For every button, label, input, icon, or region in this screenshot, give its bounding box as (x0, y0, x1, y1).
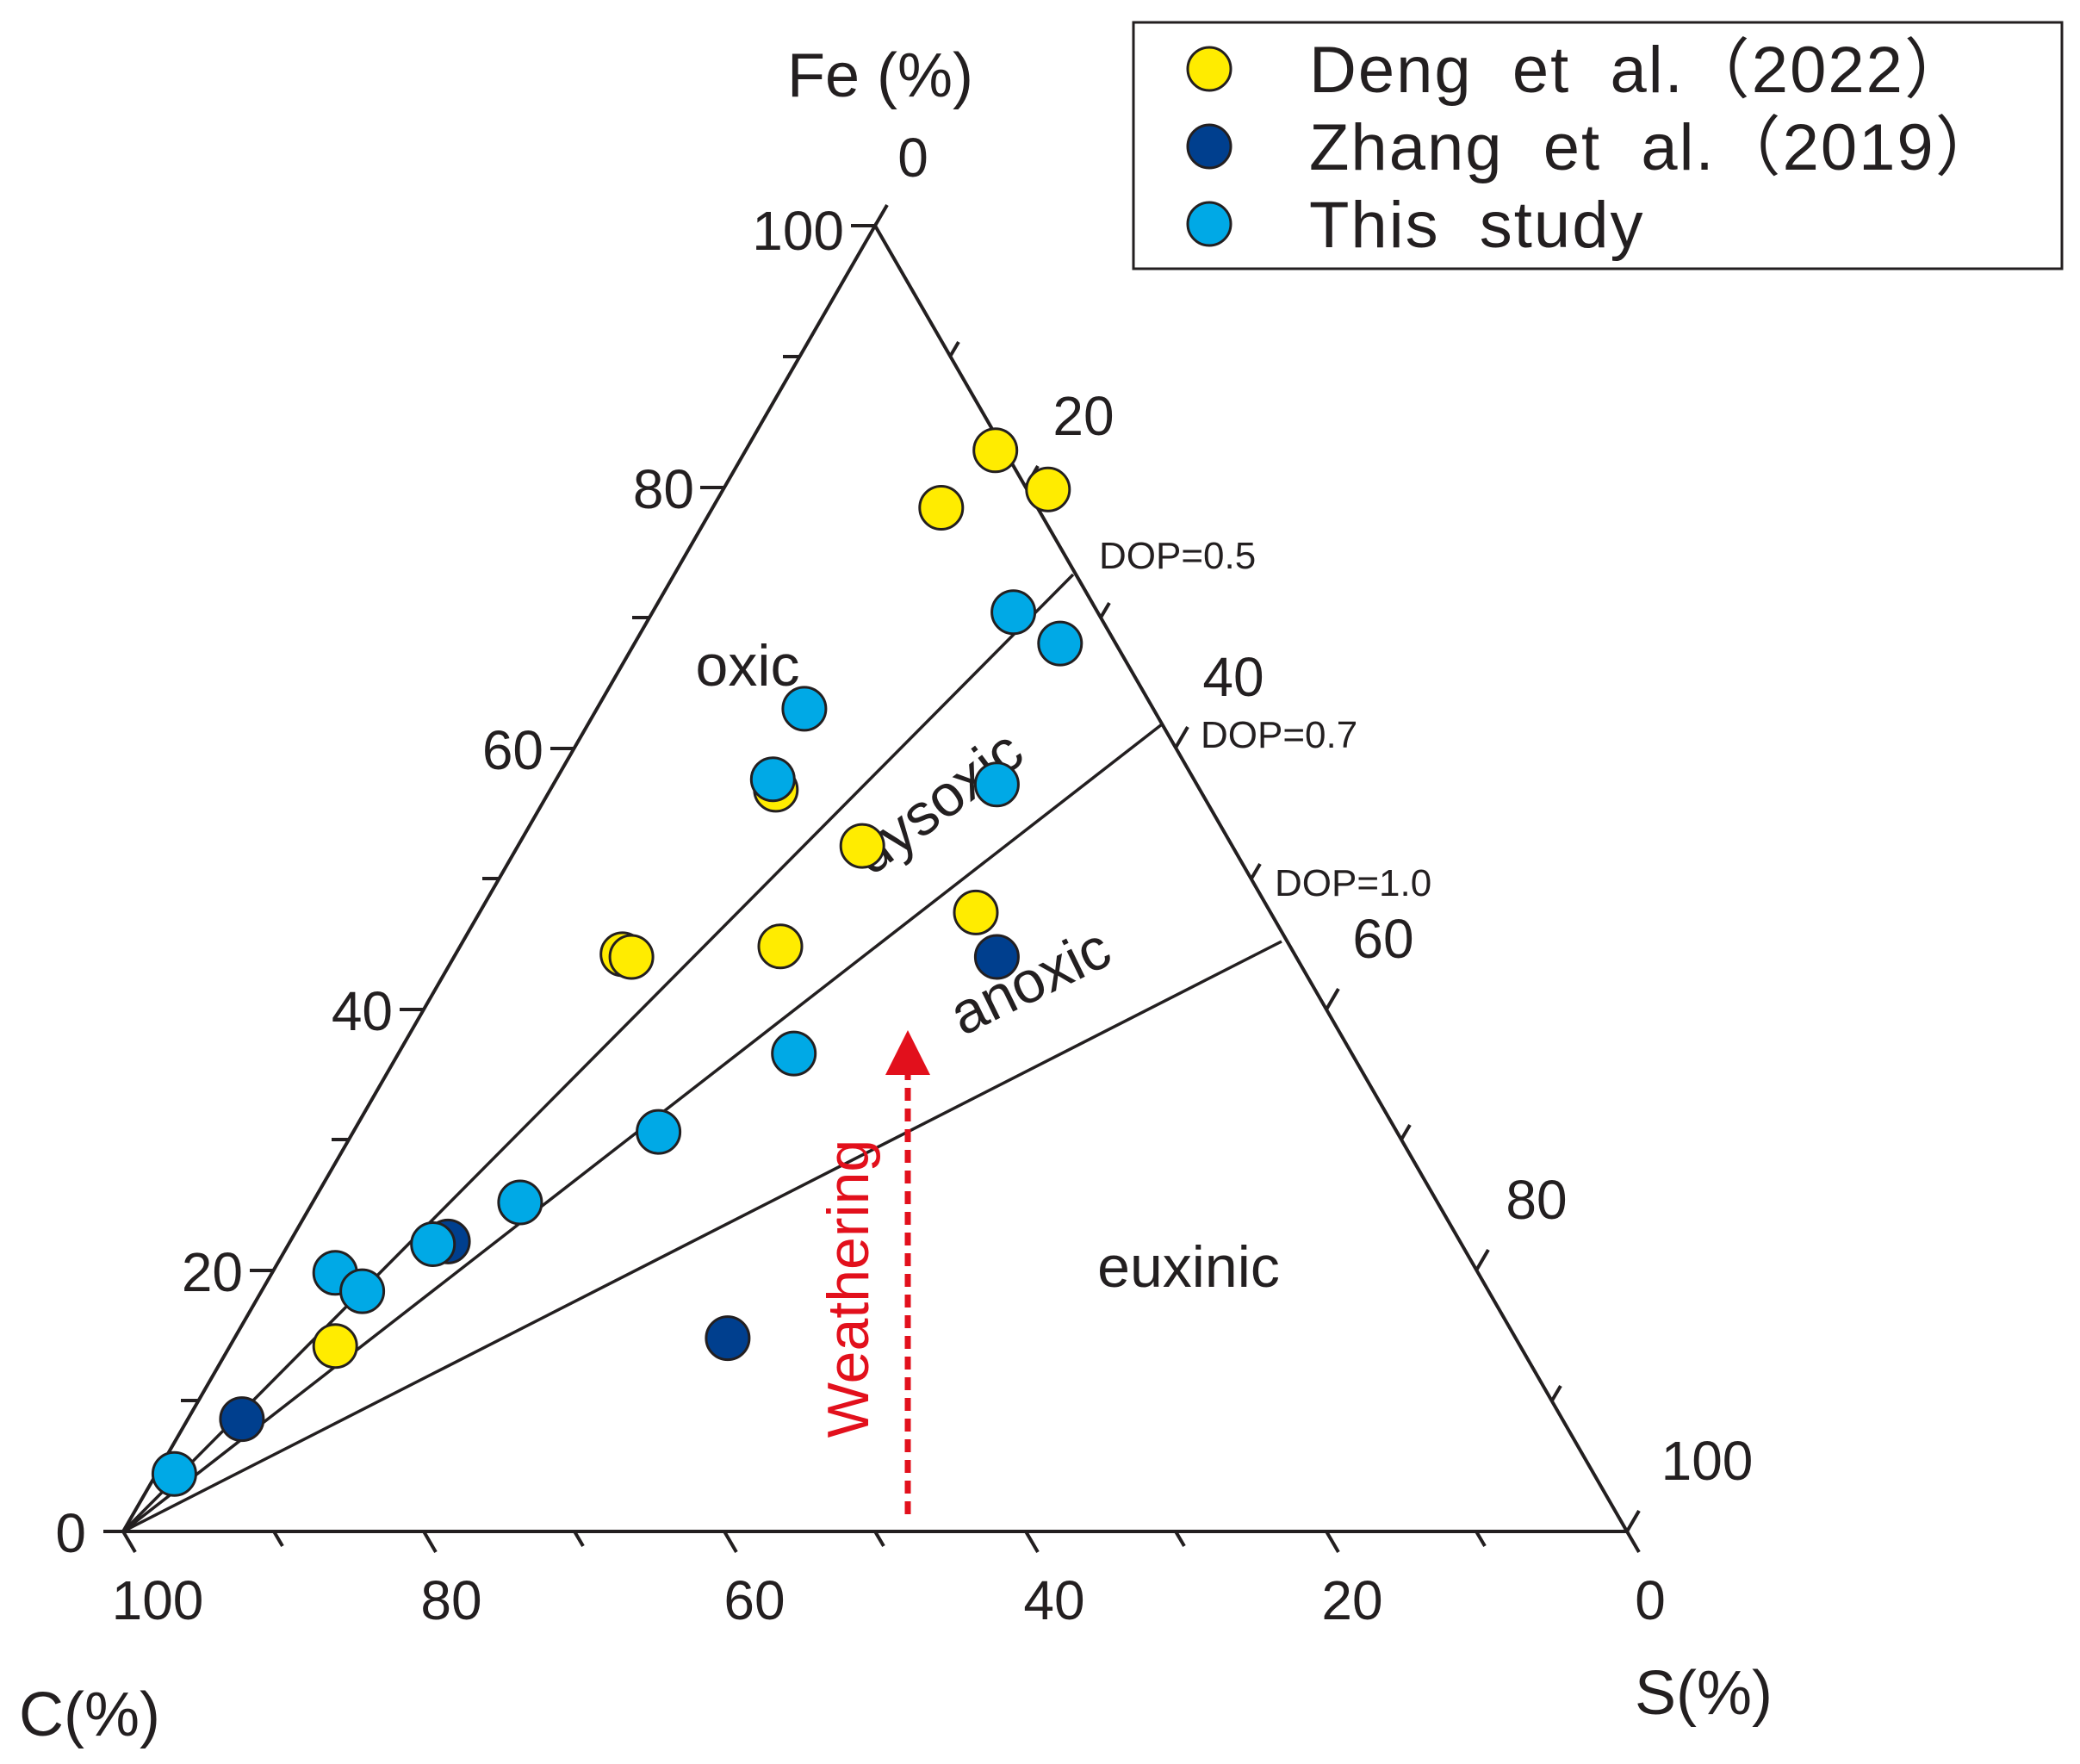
dop-05-label: DOP=0.5 (1099, 535, 1256, 577)
bottom-tick-label-20: 20 (1321, 1569, 1382, 1631)
right-tick-30 (1099, 601, 1111, 619)
bottom-tick-10 (1475, 1530, 1487, 1548)
bottom-tick-0 (1625, 1530, 1641, 1554)
bottom-tick-50 (873, 1530, 885, 1548)
data-point-series-0-0 (972, 427, 1019, 474)
bottom-tick-label-40: 40 (1023, 1569, 1084, 1631)
bottom-tick-label-60: 60 (723, 1569, 785, 1631)
right-tick-0 (873, 203, 889, 227)
data-point-series-2-10 (339, 1268, 386, 1314)
right-tick-100 (1625, 1509, 1641, 1533)
dop-line-10 (122, 940, 1282, 1533)
left-tick-label-60: 60 (482, 719, 543, 781)
data-point-series-2-1 (1037, 620, 1083, 667)
bottom-tick-60 (723, 1530, 738, 1554)
bottom-tick-label-80: 80 (420, 1569, 481, 1631)
data-point-series-2-0 (990, 589, 1037, 636)
bottom-ticks (121, 1530, 1641, 1554)
dop-line-05 (121, 573, 1075, 1533)
right-tick-label-100: 100 (1661, 1430, 1754, 1492)
data-point-series-2-4 (749, 756, 796, 803)
right-tick-40 (1174, 725, 1189, 749)
left-tick-label-40: 40 (332, 980, 393, 1042)
data-point-series-0-4 (839, 823, 885, 869)
right-tick-90 (1550, 1384, 1562, 1402)
left-tick-label-0: 0 (55, 1502, 86, 1564)
data-point-series-1-0 (973, 934, 1020, 980)
dop-10-label: DOP=1.0 (1275, 862, 1431, 904)
c-axis-title: C(%) (19, 1680, 160, 1749)
dop-07-label: DOP=0.7 (1201, 714, 1357, 756)
right-tick-label-40: 40 (1202, 646, 1264, 708)
region-euxinic: euxinic (1097, 1234, 1280, 1300)
bottom-tick-label-0: 0 (1635, 1569, 1666, 1631)
data-point-series-0-9 (312, 1323, 358, 1370)
fe-axis-title: Fe (%) (787, 41, 973, 110)
data-point-series-2-2 (973, 761, 1020, 808)
data-point-series-2-11 (151, 1450, 197, 1497)
bottom-tick-90 (272, 1530, 284, 1548)
bottom-tick-40 (1024, 1530, 1040, 1554)
legend-marker-deng (1186, 46, 1232, 92)
data-points (151, 427, 1083, 1497)
data-point-series-1-2 (705, 1315, 751, 1362)
bottom-tick-100 (121, 1530, 137, 1554)
legend-label-this-study: This study (1309, 189, 1644, 262)
data-point-series-0-8 (953, 889, 999, 935)
left-tick-label-80: 80 (633, 458, 694, 520)
weathering-arrow-head (885, 1030, 930, 1075)
bottom-tick-20 (1325, 1530, 1340, 1554)
legend-label-deng: Deng et al.（2022） (1309, 34, 1971, 107)
right-tick-50 (1250, 862, 1262, 880)
data-point-series-2-6 (636, 1109, 682, 1155)
bottom-tick-80 (422, 1530, 438, 1554)
right-tick-60 (1325, 987, 1340, 1011)
right-tick-label-20: 20 (1052, 385, 1114, 447)
legend-box (1132, 21, 2064, 270)
data-point-series-1-3 (219, 1396, 265, 1443)
bottom-tick-label-100: 100 (112, 1569, 204, 1631)
right-ticks (873, 203, 1641, 1533)
right-tick-label-0: 0 (897, 127, 928, 189)
right-tick-10 (948, 340, 960, 358)
right-tick-80 (1475, 1248, 1490, 1272)
left-tick-label-100: 100 (752, 200, 844, 262)
legend-label-zhang: Zhang et al.（2019） (1309, 111, 2002, 184)
right-tick-label-80: 80 (1506, 1169, 1567, 1231)
weathering-label: Weathering (816, 1140, 881, 1438)
legend-marker-zhang (1186, 123, 1232, 170)
region-oxic: oxic (696, 633, 800, 699)
data-point-series-0-1 (918, 485, 965, 531)
data-point-series-2-3 (781, 686, 828, 732)
region-anoxic: anoxic (940, 915, 1121, 1047)
data-point-series-2-8 (410, 1221, 456, 1267)
data-point-series-2-5 (771, 1030, 817, 1077)
legend-marker-this-study (1186, 201, 1232, 247)
data-point-series-0-2 (1025, 466, 1071, 512)
right-tick-70 (1400, 1123, 1412, 1141)
bottom-tick-30 (1174, 1530, 1186, 1548)
left-ticks (103, 224, 875, 1533)
s-axis-title: S(%) (1635, 1659, 1773, 1728)
right-tick-label-60: 60 (1352, 908, 1413, 970)
left-tick-label-20: 20 (182, 1241, 243, 1303)
data-point-series-2-7 (497, 1179, 543, 1226)
data-point-series-0-7 (757, 923, 804, 970)
data-point-series-0-6 (608, 934, 655, 980)
bottom-tick-70 (573, 1530, 585, 1548)
